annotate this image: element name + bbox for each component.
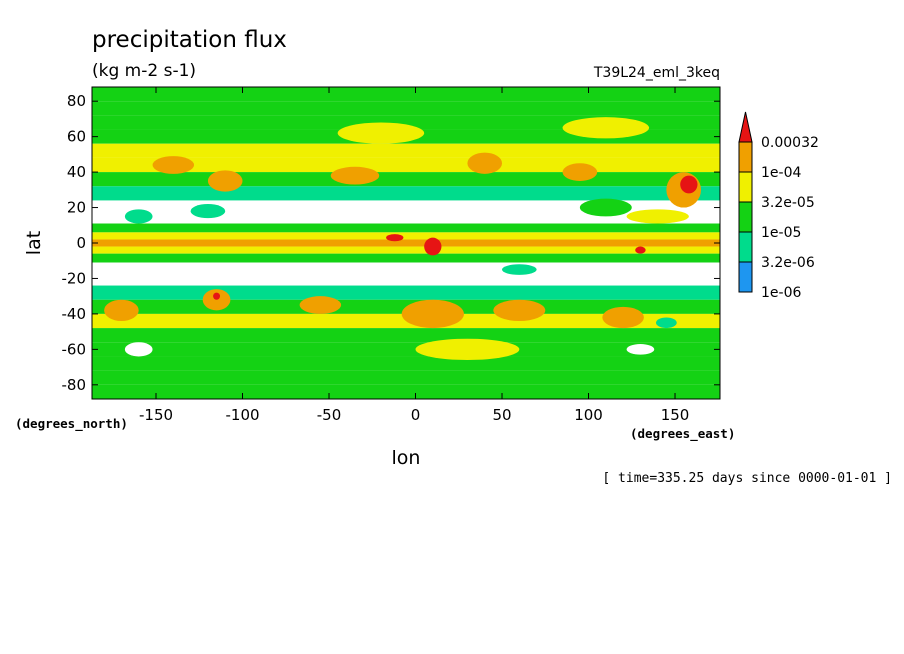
contour-blob (680, 175, 698, 194)
contour-band (92, 246, 720, 254)
colorbar-swatch (738, 171, 753, 203)
contour-blob (330, 166, 380, 185)
contour-blob (124, 342, 153, 357)
colorbar-triangle (738, 111, 753, 143)
contour-band (92, 253, 720, 263)
colorbar-label: 1e-05 (761, 225, 801, 241)
dataset-label: T39L24_eml_3keq (593, 65, 720, 81)
contour-blob (202, 289, 231, 311)
x-tick-label: 0 (411, 406, 421, 424)
y-tick-label: 80 (67, 92, 86, 110)
chart-units: (kg m-2 s-1) (92, 61, 196, 81)
chart-title: precipitation flux (92, 27, 287, 53)
y-axis-label: lat (23, 231, 45, 255)
contour-blob (124, 209, 153, 224)
contour-band (92, 87, 720, 102)
contour-blob (635, 246, 646, 254)
x-tick-label: 50 (492, 406, 511, 424)
contour-band (92, 262, 720, 274)
contour-blob (655, 317, 677, 329)
contour-band (92, 239, 720, 247)
y-tick-label: -40 (62, 305, 87, 323)
contour-band (92, 356, 720, 371)
y-tick-label: -80 (62, 376, 87, 394)
contour-band (92, 143, 720, 158)
contour-blob (386, 234, 404, 242)
contour-band (92, 328, 720, 343)
contour-blob (401, 299, 464, 329)
colorbar-label: 3.2e-06 (761, 255, 815, 271)
y-tick-label: 20 (67, 199, 86, 217)
colorbar-label: 3.2e-05 (761, 195, 815, 211)
contour-blob (602, 306, 644, 329)
x-tick-label: 150 (661, 406, 690, 424)
contour-blob (213, 292, 221, 300)
y-axis-units: (degrees_north) (15, 416, 128, 432)
contour-blob (502, 264, 537, 275)
y-tick-label: 60 (67, 128, 86, 146)
contour-band (92, 232, 720, 240)
x-axis: -150 -100 -50 0 50 100 150 (139, 87, 689, 424)
contour-blob (207, 170, 243, 192)
contour-blob (562, 117, 650, 139)
contour-blob (579, 198, 632, 217)
colorbar-legend: 1e-06 3.2e-06 1e-05 3.2e-05 1e-04 0.00032 (738, 111, 819, 301)
contour-band (92, 342, 720, 357)
plot-area (92, 87, 720, 399)
contour-band (92, 200, 720, 213)
contour-band (92, 273, 720, 286)
time-label: [ time=335.25 days since 0000-01-01 ] (602, 471, 892, 486)
x-tick-label: -50 (317, 406, 342, 424)
colorbar-swatch (738, 201, 753, 233)
colorbar-label: 1e-06 (761, 285, 801, 301)
contour-blob (562, 163, 598, 181)
contour-band (92, 115, 720, 130)
y-tick-label: 40 (67, 163, 86, 181)
contour-band (92, 186, 720, 201)
contour-blob (152, 156, 195, 174)
colorbar-label: 1e-04 (761, 165, 801, 181)
colorbar-swatch (738, 141, 753, 173)
y-tick-label: 0 (76, 234, 86, 252)
colorbar-swatch (738, 231, 753, 263)
y-tick-label: -60 (62, 340, 87, 358)
contour-band (92, 212, 720, 224)
contour-blob (467, 152, 503, 174)
contour-band (92, 384, 720, 399)
contour-band (92, 370, 720, 385)
contour-band (92, 285, 720, 300)
y-axis: -80 -60 -40 -20 0 20 40 60 80 (62, 92, 720, 394)
contour-band (92, 223, 720, 233)
contour-blob (626, 209, 689, 224)
contour-band (92, 172, 720, 187)
colorbar-label: 0.00032 (761, 135, 819, 151)
x-axis-label: lon (392, 447, 421, 469)
y-tick-label: -20 (62, 269, 87, 287)
contour-blob (104, 299, 139, 322)
contour-blob (626, 344, 655, 355)
contour-blob (190, 204, 226, 219)
contour-blob (337, 122, 425, 144)
contour-blob (415, 338, 520, 361)
x-tick-label: 100 (574, 406, 603, 424)
contour-blob (424, 237, 442, 256)
x-axis-units: (degrees_east) (630, 426, 735, 442)
contour-band (92, 157, 720, 173)
colorbar-swatch (738, 261, 753, 293)
x-tick-label: -100 (225, 406, 259, 424)
x-tick-label: -150 (139, 406, 173, 424)
contour-blob (493, 299, 546, 322)
contour-band (92, 101, 720, 116)
contour-blob (299, 296, 342, 314)
